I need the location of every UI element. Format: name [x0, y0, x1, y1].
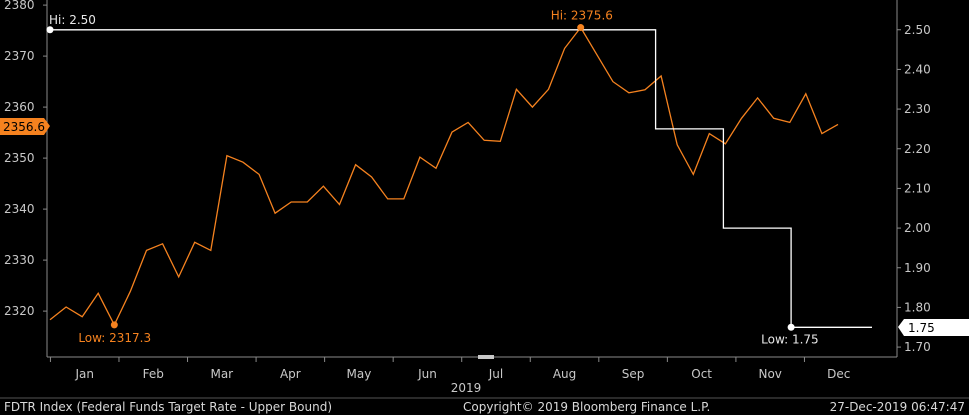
left-tick-label: 2330: [4, 253, 35, 267]
left-tick-label: 2320: [4, 304, 35, 318]
white-high-marker: [46, 26, 54, 34]
year-label: 2019: [451, 381, 482, 395]
right-tick-label: 1.80: [904, 300, 931, 314]
x-tick-label: Sep: [622, 367, 645, 381]
left-tick-label: 2380: [4, 0, 35, 12]
right-tick-label: 2.30: [904, 102, 931, 116]
right-tick-label: 2.20: [904, 142, 931, 156]
x-tick-label: Jul: [488, 367, 503, 381]
left-tick-label: 2350: [4, 151, 35, 165]
white-rate-step-line: [50, 29, 872, 328]
white-low-marker: [787, 323, 795, 331]
last-value-white: 1.75: [908, 321, 935, 335]
x-tick-label: Jan: [74, 367, 94, 381]
x-tick-label: Jun: [417, 367, 437, 381]
right-tick-label: 2.40: [904, 62, 931, 76]
x-tick-label: Dec: [827, 367, 850, 381]
right-tick-label: 2.10: [904, 181, 931, 195]
left-tick-label: 2360: [4, 100, 35, 114]
footer-right: 27-Dec-2019 06:47:47: [830, 400, 965, 414]
x-tick-label: Apr: [280, 367, 301, 381]
orange-price-line: [49, 26, 839, 327]
last-value-orange: 2356.6: [3, 120, 45, 134]
right-tick-label: 2.50: [904, 23, 931, 37]
orange-high-label: Hi: 2375.6: [551, 9, 613, 23]
plot-series: [49, 26, 872, 328]
right-tick-label: 2.00: [904, 221, 931, 235]
x-tick-label: Nov: [758, 367, 781, 381]
x-tick-label: Aug: [553, 367, 576, 381]
footer-left: FDTR Index (Federal Funds Target Rate - …: [4, 400, 332, 414]
x-tick-label: Feb: [143, 367, 164, 381]
x-tick-label: Mar: [210, 367, 233, 381]
orange-low-marker: [110, 321, 118, 329]
last-value-orange-tag: 2356.6: [0, 118, 50, 135]
x-axis-ticks: Jan Feb Mar Apr May Jun Jul Aug Sep Oct Nov Dec: [49, 357, 850, 381]
white-low-label: Low: 1.75: [761, 332, 819, 346]
left-axis-ticks: 2320 2330 2340 2350 2360 2370 2380: [4, 0, 47, 318]
right-axis-ticks: 1.70 1.80 1.90 2.00 2.10 2.20 2.30 2.40 2.50: [897, 23, 931, 354]
plot-annotations: Hi: 2375.6 Low: 2317.3 Hi: 2.50 Low: 1.75: [46, 9, 819, 346]
right-tick-label: 1.70: [904, 340, 931, 354]
footer-center: Copyright© 2019 Bloomberg Finance L.P.: [463, 400, 710, 414]
left-tick-label: 2340: [4, 202, 35, 216]
left-tick-label: 2370: [4, 49, 35, 63]
orange-high-marker: [577, 24, 585, 32]
chart-axes: [46, 0, 898, 359]
x-tick-label: May: [346, 367, 371, 381]
right-tick-label: 1.90: [904, 261, 931, 275]
white-high-label: Hi: 2.50: [49, 13, 96, 27]
x-tick-label: Oct: [691, 367, 712, 381]
orange-low-label: Low: 2317.3: [78, 331, 151, 345]
last-value-white-tag: 1.75: [898, 319, 969, 336]
